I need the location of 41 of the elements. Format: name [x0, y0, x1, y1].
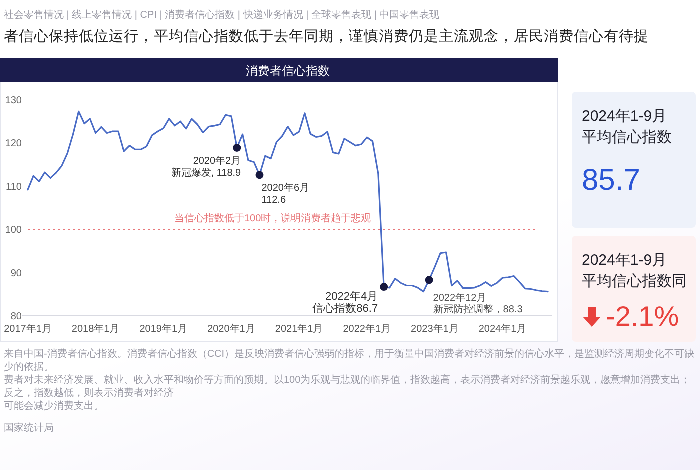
point — [233, 144, 242, 152]
annotation: 新冠爆发, 118.9 — [171, 166, 242, 179]
annotation: 新冠防控调整，88.3 — [433, 304, 524, 316]
text: 2024年1-9月 — [582, 251, 668, 271]
x-tick-label: 2024年1月 — [478, 323, 527, 335]
y-tick-label: 80 — [10, 312, 22, 322]
y-tick-label: 120 — [5, 138, 22, 150]
y-tick-label: 110 — [6, 182, 22, 193]
text: 平均信心指数同 — [582, 272, 687, 292]
x-tick-label: 2019年1月 — [140, 323, 188, 335]
annotation: 112.6 — [262, 195, 286, 206]
text: 可能会减少消费支出。 — [4, 400, 105, 413]
chart-title: 消费者信心指数 — [246, 64, 330, 78]
point — [425, 276, 434, 284]
line-series — [27, 110, 549, 293]
ref-line-label: 当信心指数低于100时，说明消费者趋于悲观 — [174, 212, 372, 225]
text: 社会零售情况 | 线上零售情况 | CPI | 消费者信心指数 | 快递业务情况 | 全球零售表现 | 中国零售表现 — [4, 8, 440, 22]
text: 平均信心指数 — [582, 128, 673, 148]
x-tick-label: 2021年1月 — [275, 323, 324, 335]
annotation: 2022年12月 — [433, 292, 487, 304]
text: 国家统计局 — [4, 422, 55, 435]
y-tick-label: 130 — [5, 96, 22, 106]
text: 2024年1-9月 — [582, 107, 668, 127]
text: 费者对未来经济发展、就业、收入水平和物价等方面的预期。以100为乐观与悲观的临界值，指数越高，表示消费者对经济前景越乐观，愿意增加消费支出；反之，指数越低，则表示消费者对经济 — [4, 374, 692, 400]
chart-subtitle: 者信心保持低位运行，平均信心指数低于去年同期，谨慎消费仍是主流观念，居民消费信心有待提 — [4, 28, 649, 46]
x-tick-label: 2018年1月 — [72, 323, 120, 335]
x-tick-label: 2022年1月 — [343, 323, 392, 335]
annotation: 2020年2月 — [193, 154, 242, 167]
x-tick-label: 2023年1月 — [411, 323, 459, 335]
annotation: 2020年6月 — [262, 182, 310, 194]
annotation: 信心指数86.7 — [312, 302, 378, 316]
annotation: 2022年4月 — [325, 291, 378, 304]
text: 85.7 — [582, 164, 640, 198]
text: -2.1% — [606, 300, 680, 334]
y-tick-label: 90 — [10, 268, 22, 280]
x-tick-label: 2017年1月 — [4, 323, 52, 335]
point — [380, 283, 388, 292]
x-tick-label: 2020年1月 — [208, 323, 256, 335]
text: 来自中国-消费者信心指数。消费者信心指数（CCI）是反映消费者信心强弱的指标，用于衡量中国消费者对经济前景的信心水平，是监测经济周期变化不可缺少的依据。 — [4, 348, 696, 374]
point — [256, 171, 264, 180]
y-tick-label: 100 — [5, 225, 22, 236]
